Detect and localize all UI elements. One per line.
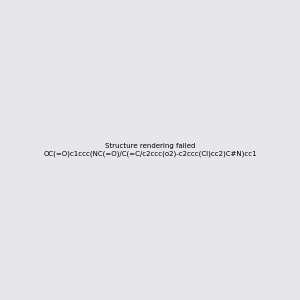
Text: Structure rendering failed
OC(=O)c1ccc(NC(=O)/C(=C/c2ccc(o2)-c2ccc(Cl)cc2)C#N)cc: Structure rendering failed OC(=O)c1ccc(N… <box>43 143 257 157</box>
